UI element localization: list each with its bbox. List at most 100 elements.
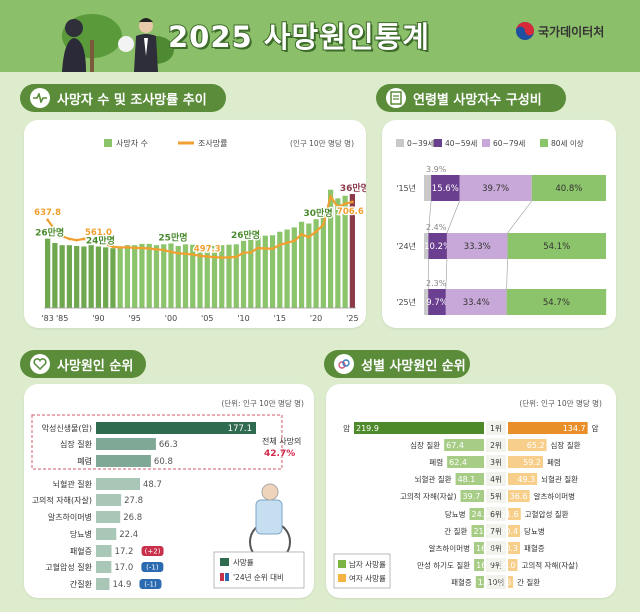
rate-point — [329, 195, 333, 198]
male-bar — [469, 508, 484, 520]
rate-value-label: 561.0 — [85, 228, 112, 238]
segment — [428, 289, 446, 315]
bar — [81, 246, 87, 308]
connector-line — [428, 200, 432, 234]
bar — [298, 221, 305, 308]
male-bar — [447, 456, 484, 468]
segment-label: 33.3% — [464, 242, 491, 252]
legend-swatch-male — [338, 560, 346, 568]
female-bar — [508, 490, 530, 502]
rank-section-title: 사망원인 순위 — [57, 358, 134, 374]
male-bar — [475, 576, 484, 588]
male-value-label: 67.4 — [446, 441, 464, 450]
age-section-header: 연령별 사망자수 구성비 — [376, 84, 566, 112]
rank-value-label: 27.8 — [124, 496, 143, 506]
segment — [459, 175, 532, 201]
rank-label: 3위 — [490, 458, 502, 467]
segment-label: 15.6% — [432, 184, 459, 194]
rate-point — [314, 230, 318, 233]
rank-cell — [486, 489, 506, 503]
rate-point — [227, 255, 231, 259]
rate-point — [256, 246, 260, 250]
male-cause-label: 암 — [343, 423, 350, 433]
rank-label: 7위 — [490, 527, 502, 536]
legend-label-rate: 사망률 — [233, 557, 254, 567]
legend-label-male: 남자 사망률 — [349, 559, 386, 569]
bar — [124, 245, 131, 308]
annotation-line2: 42.7% — [264, 449, 295, 459]
segment — [428, 233, 447, 259]
rank-label: 10위 — [488, 578, 504, 587]
legend-label: 80세 이상 — [551, 138, 584, 148]
female-cause-label: 암 — [592, 423, 599, 433]
age-composition-chart: 0~39세 40~59세 60~79세 80세 이상 '15년 3.9% 15.6% 39.7… — [396, 138, 607, 315]
bar — [248, 239, 254, 308]
org-name: 국가데이터처 — [538, 24, 605, 39]
female-bar — [508, 473, 538, 485]
rate-point — [220, 256, 224, 260]
cause-rank-chart: (단위: 인구 10만 명당 명) 악성신생물(암) 177.1 심장 질환 66.3 폐… — [31, 398, 305, 590]
x-tick-label: '00 — [165, 314, 177, 323]
male-value-label: 24.5 — [472, 510, 490, 519]
bar — [306, 223, 312, 308]
female-bar — [508, 542, 521, 554]
rank-bar — [96, 438, 156, 450]
rate-point — [67, 237, 71, 241]
rate-point — [53, 228, 57, 232]
document-icon — [386, 88, 406, 108]
rank-value-label: 177.1 — [228, 424, 252, 434]
legend-label-rate: 조사망률 — [198, 138, 227, 148]
bar — [269, 235, 276, 308]
bar — [233, 244, 239, 308]
female-value-label: 59.2 — [523, 458, 541, 467]
legend-swatch — [482, 139, 490, 147]
pulse-icon — [30, 88, 50, 108]
segment — [424, 233, 429, 259]
female-bar — [508, 525, 521, 537]
rate-point — [75, 238, 79, 242]
rank-bar — [96, 511, 121, 523]
female-value-label: 21.6 — [501, 510, 519, 519]
rate-point — [82, 237, 86, 241]
row-label: '24년 — [396, 241, 416, 251]
segment — [506, 289, 607, 315]
rate-point — [205, 255, 209, 258]
connector-line — [446, 200, 460, 234]
rate-point — [343, 202, 347, 206]
bar — [103, 247, 109, 308]
bar — [327, 189, 334, 308]
x-tick-label: '25 — [346, 314, 358, 323]
bar — [284, 229, 290, 308]
bar — [161, 244, 167, 308]
annotation-line1: 전체 사망의 — [262, 436, 301, 446]
female-cause-label: 고혈압성 질환 — [525, 509, 569, 519]
male-bar — [460, 490, 484, 502]
legend-label: 0~39세 — [407, 139, 435, 148]
bar — [204, 245, 210, 308]
female-value-label: 49.3 — [517, 475, 535, 484]
patient-body — [255, 499, 283, 535]
rank-cell — [486, 524, 506, 538]
rate-point — [263, 247, 267, 250]
rate-point — [278, 243, 282, 247]
male-cause-label: 패혈증 — [451, 577, 472, 587]
female-bar — [508, 456, 543, 468]
bar — [139, 243, 145, 308]
rate-point — [307, 235, 311, 239]
legend-label: 60~79세 — [493, 139, 525, 148]
header-people-illustration — [62, 14, 174, 72]
segment-label: 10.2% — [424, 242, 451, 252]
rate-point — [213, 255, 216, 259]
legend-label-rankchange: '24년 순위 대비 — [233, 572, 284, 582]
rank-cell — [486, 558, 506, 572]
rate-point — [321, 223, 325, 227]
rate-point — [126, 245, 129, 249]
segment-label-small: 3.9% — [426, 165, 447, 174]
bar — [117, 247, 123, 308]
legend-box — [213, 551, 305, 589]
unit-note: (단위: 인구 10만 명당 명) — [519, 398, 602, 408]
rank-label: 6위 — [490, 510, 502, 519]
rank-change-badge — [141, 562, 164, 572]
connector-line — [506, 258, 508, 290]
bar — [74, 246, 80, 308]
